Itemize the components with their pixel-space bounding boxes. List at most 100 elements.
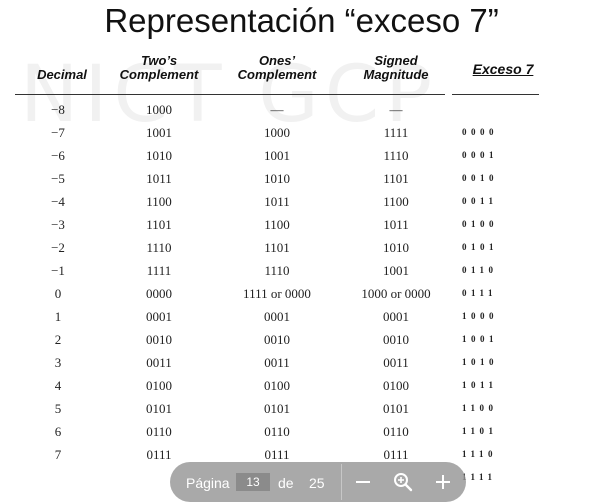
page-label: Página (186, 475, 230, 491)
cell-twos-complement: 1101 (146, 217, 172, 232)
cell-ones-complement: 1101 (264, 240, 290, 255)
toolbar-divider (341, 464, 342, 500)
cell-exceso-7: 1000 (462, 311, 498, 321)
cell-exceso-7: 1101 (462, 426, 498, 436)
header-signed-line-2: Magnitude (363, 67, 429, 82)
header-exceso-7: Exceso 7 (458, 62, 548, 76)
header-ones-complement: Ones’ Complement (222, 54, 332, 82)
cell-decimal: −6 (51, 148, 65, 163)
header-signed-magnitude: Signed Magnitude (340, 54, 452, 82)
cell-signed-magnitude: 0111 (383, 447, 409, 462)
cell-exceso-7: 1011 (462, 380, 498, 390)
header-exceso-line: Exceso 7 (472, 61, 534, 77)
cell-ones-complement: 1010 (264, 171, 290, 186)
zoom-icon (394, 473, 413, 492)
cell-decimal: 7 (54, 447, 62, 462)
cell-exceso-7: 0101 (462, 242, 498, 252)
cell-decimal: 1 (54, 309, 62, 324)
table-row: −5 1011 1010 1101 0010 (0, 167, 603, 190)
cell-signed-magnitude: 1100 (383, 194, 409, 209)
cell-signed-magnitude: 1101 (383, 171, 409, 186)
cell-exceso-7: 1010 (462, 357, 498, 367)
cell-decimal: 2 (54, 332, 62, 347)
cell-decimal: −7 (51, 125, 65, 140)
cell-signed-magnitude: 0101 (383, 401, 409, 416)
table-row: −8 1000 — — (0, 98, 603, 121)
cell-signed-magnitude: 1111 (383, 125, 409, 140)
cell-twos-complement: 0111 (146, 447, 172, 462)
header-twos-line-2: Complement (119, 67, 199, 82)
cell-exceso-7: 0110 (462, 265, 498, 275)
cell-ones-complement: 1110 (264, 263, 290, 278)
cell-decimal: 5 (54, 401, 62, 416)
cell-ones-complement: 1000 (264, 125, 290, 140)
cell-ones-complement: 1111 or 0000 (243, 286, 311, 301)
cell-decimal: 4 (54, 378, 62, 393)
cell-twos-complement: 1010 (146, 148, 172, 163)
cell-twos-complement: 1110 (146, 240, 172, 255)
table-body: −8 1000— — −7 1001 1000 1111 0000 −6 1010 1001 1110… (0, 98, 603, 489)
zoom-out-button[interactable] (350, 469, 376, 495)
exceso-header-rule (452, 94, 539, 95)
table-row: −4 1100 1011 1100 0011 (0, 190, 603, 213)
cell-twos-complement: 1100 (146, 194, 172, 209)
cell-twos-complement: 0010 (146, 332, 172, 347)
minus-icon (356, 481, 370, 483)
page-number-input[interactable] (236, 473, 270, 491)
header-signed-line-1: Signed (374, 53, 418, 68)
cell-ones-complement: 1011 (264, 194, 290, 209)
zoom-reset-button[interactable] (390, 469, 416, 495)
cell-ones-complement: 0101 (264, 401, 290, 416)
table-row: −3 1101 1100 1011 0100 (0, 213, 603, 236)
cell-signed-magnitude: 1011 (383, 217, 409, 232)
cell-exceso-7: 1100 (462, 403, 498, 413)
cell-twos-complement: 0100 (146, 378, 172, 393)
cell-twos-complement: 0011 (146, 355, 172, 370)
cell-exceso-7: 0001 (462, 150, 498, 160)
cell-signed-magnitude: 1001 (383, 263, 409, 278)
cell-twos-complement: 0101 (146, 401, 172, 416)
cell-exceso-7: 0100 (462, 219, 498, 229)
cell-ones-complement: 1001 (264, 148, 290, 163)
zoom-in-button[interactable] (430, 469, 456, 495)
header-ones-line-2: Complement (237, 67, 317, 82)
cell-exceso-7: 0010 (462, 173, 498, 183)
table-row: 4 0100 0100 0100 1011 (0, 374, 603, 397)
cell-ones-complement: — (270, 102, 284, 117)
cell-twos-complement: 1111 (146, 263, 172, 278)
cell-signed-magnitude: 1010 (383, 240, 409, 255)
cell-ones-complement: 0011 (264, 355, 290, 370)
table-row: −7 1001 1000 1111 0000 (0, 121, 603, 144)
cell-signed-magnitude: 0001 (383, 309, 409, 324)
header-decimal-line: Decimal (37, 67, 87, 82)
cell-twos-complement: 1001 (146, 125, 172, 140)
table-row: −2 1110 1101 1010 0101 (0, 236, 603, 259)
header-twos-line-1: Two’s (140, 53, 178, 68)
cell-signed-magnitude: — (389, 102, 403, 117)
header-ones-line-1: Ones’ (258, 53, 296, 68)
header-rule (15, 94, 445, 95)
cell-decimal: 3 (54, 355, 62, 370)
cell-signed-magnitude: 0100 (383, 378, 409, 393)
cell-decimal: −3 (51, 217, 65, 232)
cell-signed-magnitude: 0011 (383, 355, 409, 370)
header-decimal: Decimal (22, 68, 102, 82)
table-row: −6 1010 1001 1110 0001 (0, 144, 603, 167)
cell-ones-complement: 0111 (264, 447, 290, 462)
cell-twos-complement: 1011 (146, 171, 172, 186)
cell-signed-magnitude: 1000 or 0000 (361, 286, 431, 301)
table-row: 0 0000 1111 or 0000 1000 or 0000 0111 (0, 282, 603, 305)
cell-twos-complement: 0000 (146, 286, 172, 301)
cell-exceso-7: 1111 (462, 472, 497, 482)
cell-decimal: −1 (51, 263, 65, 278)
cell-exceso-7: 1110 (462, 449, 498, 459)
header-twos-complement: Two’s Complement (108, 54, 210, 82)
table-row: 3 0011 0011 0011 1010 (0, 351, 603, 374)
cell-ones-complement: 0010 (264, 332, 290, 347)
cell-decimal: −5 (51, 171, 65, 186)
table-row: 1111 (0, 466, 603, 489)
plus-icon (436, 475, 450, 489)
cell-twos-complement: 1000 (146, 102, 172, 117)
cell-decimal: 6 (54, 424, 62, 439)
of-label: de (278, 475, 294, 491)
